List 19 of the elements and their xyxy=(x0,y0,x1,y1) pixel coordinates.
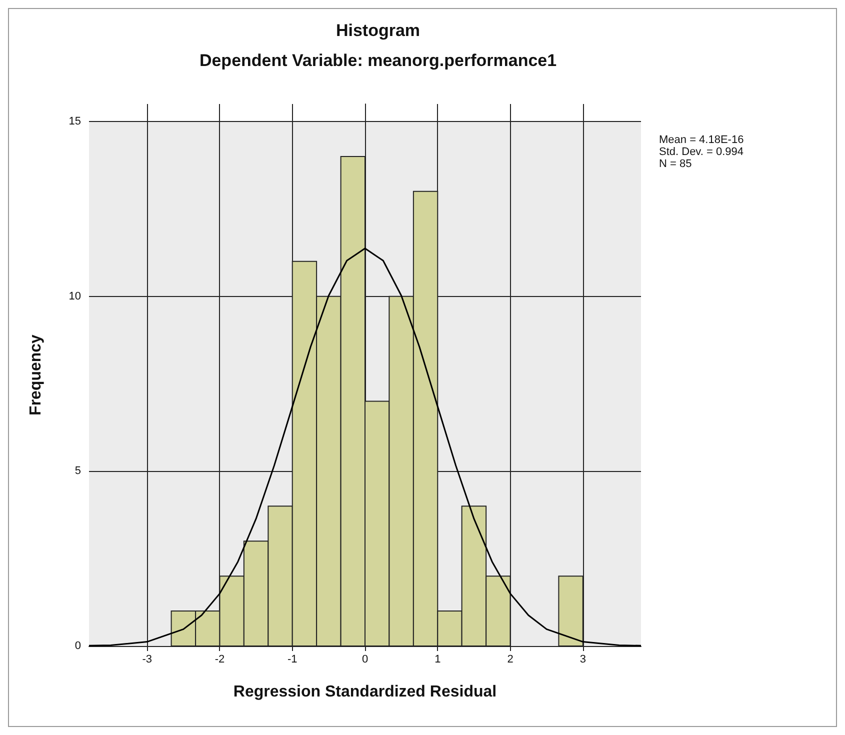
x-tick-label: 3 xyxy=(580,654,586,666)
x-tick-label: 1 xyxy=(434,654,441,666)
x-axis-title: Regression Standardized Residual xyxy=(233,684,497,700)
text: Std. Dev. = 0.994 xyxy=(659,146,744,158)
line-series xyxy=(88,248,642,646)
chart-subtitle: Dependent Variable: meanorg.performance1 xyxy=(199,51,557,70)
chart-title: Histogram xyxy=(336,21,420,40)
x-tick-label: -2 xyxy=(214,654,225,666)
y-tick-label: 10 xyxy=(68,290,81,302)
y-tick-label: 0 xyxy=(74,640,81,652)
x-tick-label: -1 xyxy=(287,654,298,666)
y-tick-label: 15 xyxy=(68,115,81,128)
x-tick-label: -3 xyxy=(142,654,152,666)
y-tick-label: 5 xyxy=(74,465,81,478)
x-tick-label: 0 xyxy=(362,654,368,666)
x-tick-label: 2 xyxy=(507,654,514,666)
text: Mean = 4.18E-16 xyxy=(659,134,744,146)
text: N = 85 xyxy=(659,158,692,170)
y-axis-title: Frequency xyxy=(28,334,44,416)
